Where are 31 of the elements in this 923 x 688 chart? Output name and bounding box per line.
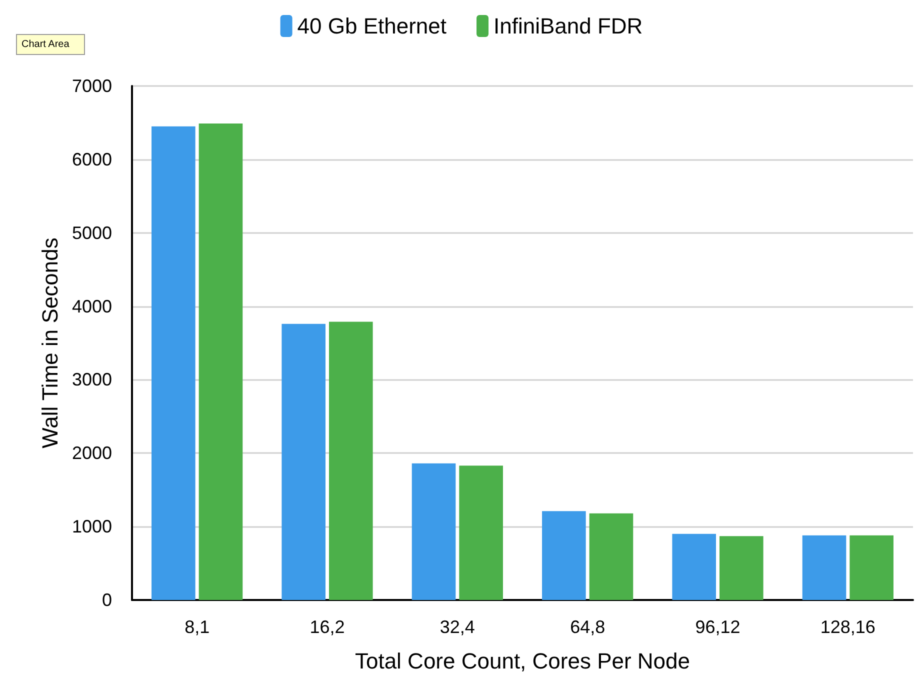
bar: [542, 511, 586, 600]
x-axis-title: Total Core Count, Cores Per Node: [354, 648, 690, 674]
x-tick-label: 128,16: [820, 617, 876, 637]
x-tick-label: 8,1: [184, 617, 210, 637]
y-tick-label: 1000: [72, 516, 112, 537]
y-tick-label: 5000: [72, 222, 112, 243]
bar: [329, 322, 373, 600]
y-tick-label: 7000: [72, 76, 112, 96]
legend-label: InfiniBand FDR: [494, 14, 643, 38]
y-axis-title: Wall Time in Seconds: [38, 238, 63, 448]
bar: [459, 466, 503, 600]
x-tick-label: 64,8: [570, 617, 606, 637]
text: Chart Area: [22, 39, 70, 50]
bar: [282, 324, 326, 600]
x-tick-label: 32,4: [440, 617, 475, 637]
bar: [720, 536, 764, 600]
y-tick-label: 2000: [72, 443, 112, 464]
x-tick-label: 96,12: [695, 617, 740, 637]
y-tick-label: 4000: [72, 296, 112, 316]
bar: [672, 534, 716, 600]
y-tick-label: 6000: [72, 149, 112, 170]
bar: [152, 126, 196, 600]
bar: [589, 513, 634, 600]
x-tick-label: 16,2: [310, 617, 345, 637]
bar: [850, 535, 894, 600]
legend-label: 40 Gb Ethernet: [297, 14, 447, 38]
bar: [412, 463, 456, 600]
bar: [198, 123, 243, 600]
bar: [802, 535, 846, 600]
y-tick-label: 3000: [72, 370, 112, 390]
y-tick-label: 0: [102, 590, 112, 610]
